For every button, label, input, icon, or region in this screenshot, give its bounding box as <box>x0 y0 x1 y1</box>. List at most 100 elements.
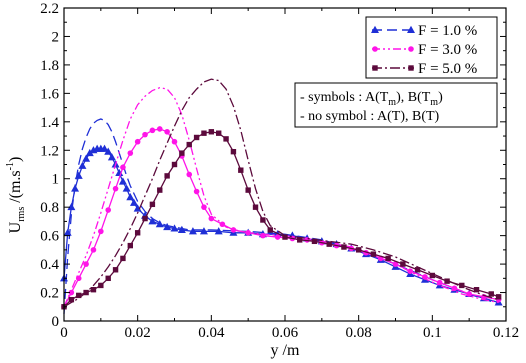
series-5-point <box>105 275 111 282</box>
y-tick-label: 0.4 <box>40 257 59 273</box>
series-3-point <box>451 285 458 292</box>
x-tick-label: 0.12 <box>493 325 519 341</box>
series-5-point <box>400 261 406 267</box>
y-tick-label: 0.8 <box>40 200 59 216</box>
series-5-point <box>245 187 251 193</box>
y-tick-label: 2 <box>52 29 60 45</box>
series-1-point <box>107 153 116 161</box>
series-3-point <box>201 204 207 210</box>
annotation-line: - no symbol : A(T), B(T) <box>300 109 440 124</box>
series-5-point <box>120 255 126 262</box>
series-3-point <box>105 207 111 213</box>
y-tick-label: 0 <box>52 314 60 330</box>
series-3-point <box>164 128 170 135</box>
series-5-point <box>208 129 215 135</box>
annotation-part: - no symbol : A(T), B(T) <box>300 109 440 124</box>
series-3-point <box>436 279 443 286</box>
series-1-point <box>67 202 76 211</box>
series-6 <box>63 78 499 308</box>
series-1-point <box>163 222 172 231</box>
series-5-point <box>297 237 303 243</box>
x-tick-label: 0.02 <box>125 325 151 341</box>
legend-label: F = 1.0 % <box>418 23 477 39</box>
series-3-point <box>208 215 215 222</box>
legend-label: F = 3.0 % <box>418 42 477 58</box>
y-axis-title: Urms /(m.s-1) <box>5 157 27 234</box>
series-layer <box>60 78 503 314</box>
series-5-point <box>90 287 97 293</box>
series-5-point <box>186 141 192 148</box>
series-4-line <box>63 86 499 308</box>
series-5-point <box>252 204 259 210</box>
series-3-point <box>90 247 97 253</box>
series-5-point <box>112 267 119 273</box>
legend-entry: F = 3.0 % <box>372 42 477 58</box>
series-5-point <box>429 272 436 279</box>
series-5-point <box>355 247 362 253</box>
series-4 <box>63 86 499 308</box>
series-5-point <box>179 150 185 156</box>
series-5-point <box>193 134 200 141</box>
y-axis-title-rest: /(m.s <box>7 170 24 206</box>
legend-marker <box>408 65 414 71</box>
series-5-point <box>444 278 450 284</box>
y-tick-label: 2.2 <box>40 1 59 17</box>
series-5-point <box>341 244 347 250</box>
series-5-point <box>164 173 170 179</box>
series-1-point <box>126 193 135 201</box>
series-5-point <box>488 291 494 297</box>
x-tick-label: 0.04 <box>198 325 225 341</box>
annotation-line: - symbols : A(Tm), B(Tm) <box>300 90 443 108</box>
legend-marker <box>372 46 378 52</box>
series-1-point <box>170 224 179 232</box>
legend-marker <box>408 46 414 52</box>
series-5-point <box>230 148 237 155</box>
legend: F = 1.0 % F = 3.0 % F = 5.0 % <box>365 16 498 79</box>
series-3-point <box>230 227 237 233</box>
series-5 <box>61 129 502 310</box>
annotation-part: ), B(T <box>396 90 431 105</box>
legend-entry: F = 5.0 % <box>372 61 477 77</box>
y-axis-title-sup: -1 <box>5 162 16 170</box>
series-5-point <box>238 167 244 173</box>
y-tick-label: 1 <box>52 172 60 188</box>
series-5-point <box>171 161 178 168</box>
legend-marker <box>371 25 379 33</box>
series-1-point <box>133 204 142 212</box>
series-1-point <box>155 220 164 228</box>
series-1-point <box>118 177 127 185</box>
series-1-point <box>115 168 124 177</box>
series-2 <box>63 118 499 314</box>
series-5-point <box>157 187 163 193</box>
legend-marker <box>407 25 415 33</box>
series-3-point <box>156 126 163 132</box>
y-axis-title-base: U <box>7 221 24 233</box>
series-3-point <box>120 164 126 171</box>
series-5-point <box>473 287 480 293</box>
series-5-point <box>68 296 75 303</box>
series-3-point <box>98 228 104 235</box>
series-3-point <box>127 150 134 156</box>
series-5-point <box>76 292 82 299</box>
series-1-point <box>148 217 157 225</box>
series-1-point <box>78 161 87 169</box>
series-5-point <box>216 130 222 136</box>
series-5-point <box>459 282 465 289</box>
series-1-point <box>82 154 91 162</box>
series-3-point <box>171 138 178 145</box>
series-5-point <box>98 282 104 289</box>
x-tick-label: 0.06 <box>272 325 299 341</box>
series-5-point <box>142 215 148 222</box>
legend-label: F = 5.0 % <box>418 61 477 77</box>
y-tick-label: 0.6 <box>40 229 59 245</box>
series-5-point <box>223 136 229 142</box>
series-5-point <box>282 234 288 240</box>
annotation-box: - symbols : A(Tm), B(Tm)- no symbol : A(… <box>294 82 498 128</box>
series-5-point <box>127 242 133 249</box>
series-2-line <box>63 118 499 314</box>
series-5-point <box>260 217 266 223</box>
series-5-point <box>326 241 332 247</box>
series-5-point <box>267 227 273 233</box>
series-3-point <box>134 138 141 145</box>
y-tick-label: 1.8 <box>40 58 59 74</box>
